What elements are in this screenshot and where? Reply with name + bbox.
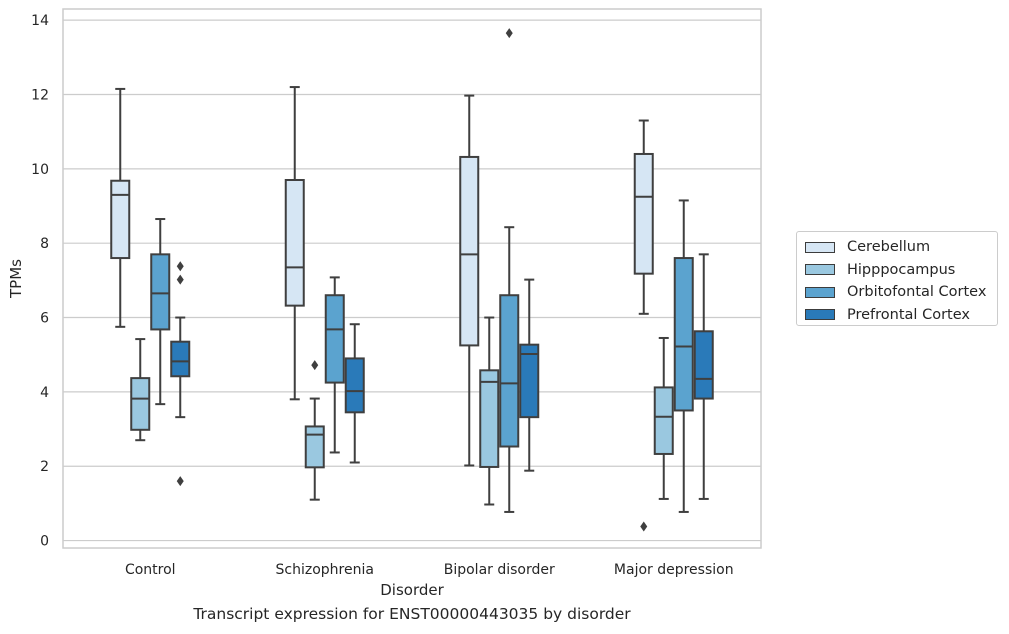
legend-label-prefrontal-cortex: Prefrontal Cortex xyxy=(847,306,970,323)
x-tick-label: Control xyxy=(125,562,176,578)
legend: Cerebellum Hipppocampus Orbitofontal Cor… xyxy=(796,231,998,326)
box-major-depression-prefrontal-cortex xyxy=(693,253,714,500)
box-iqr xyxy=(170,340,191,378)
box-bipolar-disorder-hipppocampus xyxy=(479,316,500,506)
box-iqr xyxy=(459,155,480,347)
y-tick-label: 10 xyxy=(31,162,49,178)
box-bipolar-disorder-cerebellum xyxy=(459,94,480,467)
legend-item-hippocampus: Hipppocampus xyxy=(803,259,997,282)
legend-label-orbitofrontal-cortex: Orbitofontal Cortex xyxy=(847,284,987,301)
box-control-orbitofontal-cortex xyxy=(150,218,171,406)
box-iqr xyxy=(304,425,325,469)
box-iqr xyxy=(693,330,714,400)
x-tick-label: Bipolar disorder xyxy=(444,562,555,578)
plot-frame xyxy=(62,8,762,549)
box-iqr xyxy=(633,152,654,275)
box-iqr xyxy=(110,179,131,260)
box-iqr xyxy=(499,294,520,448)
y-tick-label: 8 xyxy=(40,236,49,252)
legend-item-orbitofrontal-cortex: Orbitofontal Cortex xyxy=(803,281,997,304)
box-schizophrenia-cerebellum xyxy=(284,86,305,401)
outlier-point xyxy=(176,274,184,285)
legend-label-cerebellum: Cerebellum xyxy=(847,239,931,256)
box-iqr xyxy=(130,377,151,431)
y-tick-label: 12 xyxy=(31,87,49,103)
y-axis-title: TPMs xyxy=(7,259,25,299)
legend-label-hippocampus: Hipppocampus xyxy=(847,261,956,278)
box-control-prefrontal-cortex xyxy=(170,261,191,487)
x-axis-title: Disorder xyxy=(380,581,444,599)
box-control-cerebellum xyxy=(110,87,131,328)
box-bipolar-disorder-prefrontal-cortex xyxy=(519,278,540,472)
legend-swatch-hippocampus xyxy=(805,264,835,276)
outlier-point xyxy=(640,521,648,532)
box-iqr xyxy=(519,343,540,419)
box-iqr xyxy=(284,178,305,307)
box-plot-marks xyxy=(110,28,714,532)
x-tick-labels: Control Schizophrenia Bipolar disorder Majo… xyxy=(125,562,734,578)
y-tick-label: 14 xyxy=(31,13,49,29)
box-iqr xyxy=(150,253,171,331)
box-schizophrenia-orbitofontal-cortex xyxy=(324,276,345,454)
y-tick-label: 6 xyxy=(40,311,49,327)
box-schizophrenia-prefrontal-cortex xyxy=(344,323,365,464)
legend-item-prefrontal-cortex: Prefrontal Cortex xyxy=(803,304,997,327)
outlier-point xyxy=(311,360,319,371)
y-tick-labels: 0 2 4 6 8 10 12 14 xyxy=(31,13,49,549)
box-iqr xyxy=(479,369,500,468)
chart-caption: Transcript expression for ENST0000044303… xyxy=(193,605,631,623)
box-major-depression-hipppocampus xyxy=(653,336,674,500)
legend-swatch-prefrontal-cortex xyxy=(805,309,835,321)
box-iqr xyxy=(344,357,365,414)
legend-swatch-orbitofrontal-cortex xyxy=(805,286,835,298)
y-tick-label: 0 xyxy=(40,534,49,550)
box-control-hipppocampus xyxy=(130,338,151,442)
x-tick-label: Schizophrenia xyxy=(276,562,374,578)
outlier-point xyxy=(176,261,184,272)
legend-item-cerebellum: Cerebellum xyxy=(803,236,997,259)
box-schizophrenia-hipppocampus xyxy=(304,360,325,501)
y-tick-label: 2 xyxy=(40,459,49,475)
outlier-point xyxy=(176,476,184,487)
box-iqr xyxy=(324,294,345,384)
box-iqr xyxy=(653,386,674,455)
y-tick-label: 4 xyxy=(40,385,49,401)
box-bipolar-disorder-orbitofontal-cortex xyxy=(499,28,520,513)
x-tick-label: Major depression xyxy=(614,562,734,578)
box-major-depression-cerebellum xyxy=(633,119,654,532)
box-major-depression-orbitofontal-cortex xyxy=(673,199,694,513)
outlier-point xyxy=(505,28,513,39)
legend-swatch-cerebellum xyxy=(805,241,835,253)
box-iqr xyxy=(673,257,694,412)
